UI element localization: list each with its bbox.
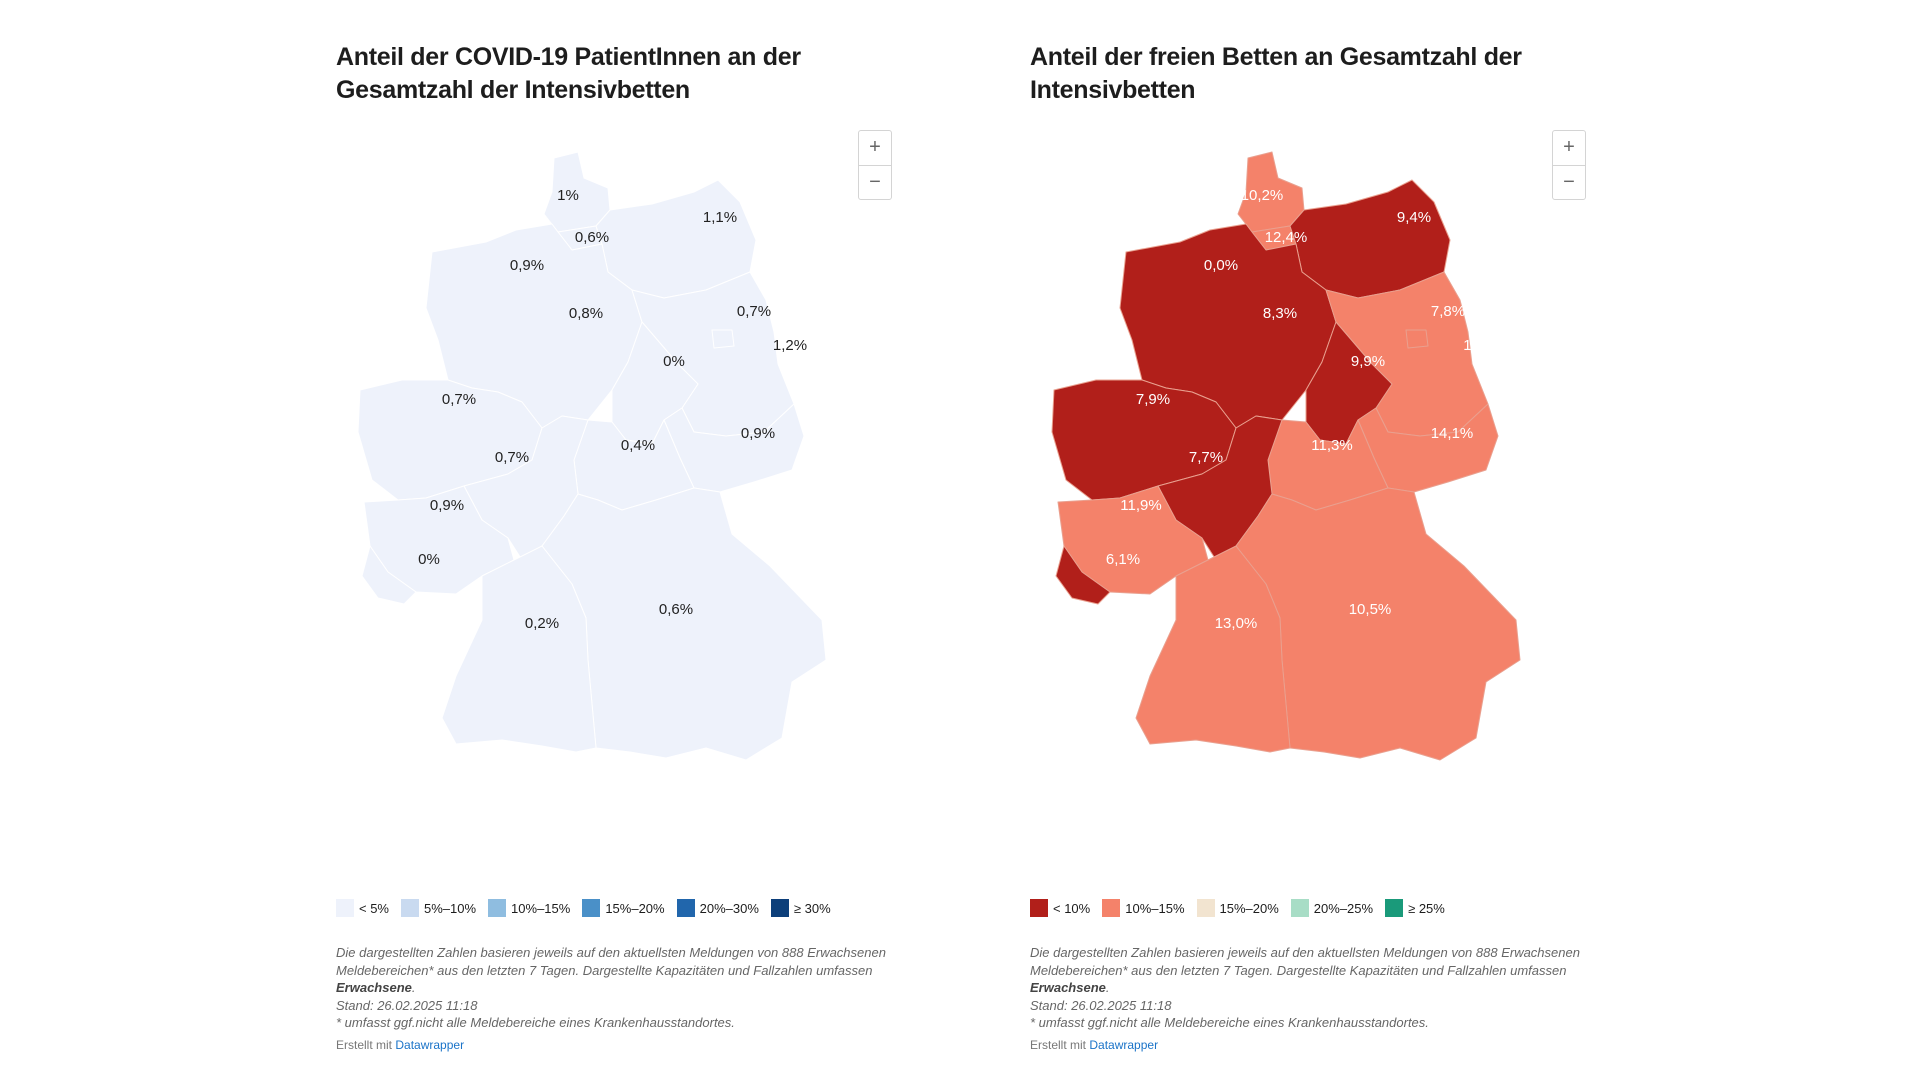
notes-footnote: * umfasst ggf.nicht alle Meldebereiche e… (336, 1015, 735, 1030)
legend-label: ≥ 25% (1408, 900, 1445, 916)
region-sl[interactable] (1055, 545, 1111, 605)
region-sl[interactable] (361, 545, 417, 605)
map-legend: < 5% 5%–10% 10%–15% 15%–20% 20%–30% ≥ 30% (336, 899, 831, 917)
region-label-st: 0% (663, 353, 685, 370)
legend-swatch (582, 899, 601, 917)
notes-stand: Stand: 26.02.2025 11:18 (1030, 997, 1172, 1013)
region-label-bw: 13,0% (1215, 615, 1258, 632)
legend-item: 20%–30% (676, 899, 759, 917)
datawrapper-link[interactable]: Datawrapper (395, 1038, 465, 1052)
legend-label: ≥ 30% (793, 900, 831, 916)
region-label-nw: 7,9% (1136, 391, 1170, 408)
map-legend: < 10% 10%–15% 15%–20% 20%–25% ≥ 25% (1030, 899, 1445, 917)
legend-item: 15%–20% (1196, 899, 1279, 917)
region-bw[interactable] (1135, 545, 1291, 753)
region-label-by: 10,5% (1349, 601, 1392, 618)
legend-item: < 5% (336, 899, 389, 917)
zoom-in-button[interactable]: + (1563, 136, 1575, 158)
legend-label: < 5% (359, 900, 389, 916)
legend-item: ≥ 30% (770, 899, 831, 917)
region-label-st: 9,9% (1351, 353, 1385, 370)
region-label-mv: 1,1% (703, 209, 737, 226)
region-label-bb: 7,8% (1431, 303, 1465, 320)
legend-item: 20%–25% (1290, 899, 1374, 917)
legend-label: 5%–10% (424, 900, 477, 916)
legend-item: 15%–20% (582, 899, 665, 917)
notes-stand: Stand: 26.02.2025 11:18 (336, 997, 478, 1013)
zoom-controls: + − (858, 130, 892, 200)
germany-map[interactable]: 1%0,6%1,1%0,9%0,8% 0,7%1,2%0%0,7%0,9%0,4%… (336, 110, 926, 890)
region-label-th: 0,4% (621, 437, 655, 454)
legend-label: 20%–30% (699, 900, 759, 916)
region-be[interactable] (711, 329, 735, 349)
region-label-th: 11,3% (1311, 437, 1352, 454)
region-label-ni: 8,3% (1263, 305, 1297, 322)
region-label-sn: 0,9% (741, 425, 775, 442)
credit-line: Erstellt mit Datawrapper (1030, 1038, 1159, 1052)
region-label-by: 0,6% (659, 601, 693, 618)
zoom-controls: + − (1552, 130, 1586, 200)
region-label-rp: 11,9% (1120, 497, 1161, 514)
legend-swatch (1030, 899, 1048, 917)
region-label-mv: 9,4% (1397, 209, 1431, 226)
legend-swatch (676, 899, 695, 917)
legend-item: ≥ 25% (1385, 899, 1445, 917)
region-label-bw: 0,2% (525, 615, 559, 632)
map-title: Anteil der COVID-19 PatientInnen an der … (336, 43, 801, 104)
legend-swatch (770, 899, 789, 917)
region-label-be: 1,2% (773, 337, 807, 354)
region-label-sl: 6,1% (1106, 551, 1140, 568)
notes-description: Die dargestellten Zahlen basieren jeweil… (336, 945, 886, 995)
region-label-sl: 0% (418, 551, 440, 568)
map-notes: Die dargestellten Zahlen basieren jeweil… (1030, 944, 1590, 1032)
region-bw[interactable] (441, 545, 597, 753)
map-notes: Die dargestellten Zahlen basieren jeweil… (336, 944, 896, 1032)
germany-map[interactable]: 10,2% 12,4% 9,4% 0,0% 8,3% 7,8% 11,7% 9,9% 7,9% 1… (1030, 110, 1620, 890)
region-label-hb: 0,0% (1204, 257, 1238, 274)
covid-share-panel: Anteil der COVID-19 PatientInnen an der … (336, 0, 926, 1080)
legend-label: 10%–15% (511, 900, 571, 916)
region-label-nw: 0,7% (442, 391, 476, 408)
region-label-sn: 14,1% (1431, 425, 1474, 442)
region-label-hb: 0,9% (510, 257, 544, 274)
datawrapper-link[interactable]: Datawrapper (1089, 1038, 1159, 1052)
region-label-ni: 0,8% (569, 305, 603, 322)
region-label-he: 0,7% (495, 449, 529, 466)
legend-label: 10%–15% (1125, 900, 1185, 916)
legend-item: < 10% (1030, 899, 1090, 917)
notes-description: Die dargestellten Zahlen basieren jeweil… (1030, 945, 1580, 995)
region-be[interactable] (1405, 329, 1429, 349)
zoom-out-button[interactable]: − (1553, 165, 1585, 200)
legend-swatch (488, 899, 507, 917)
legend-swatch (401, 899, 419, 917)
legend-item: 10%–15% (488, 899, 570, 917)
zoom-out-button[interactable]: − (859, 165, 891, 200)
map-title: Anteil der freien Betten an Gesamtzahl d… (1030, 43, 1522, 104)
legend-label: < 10% (1053, 900, 1091, 916)
region-label-rp: 0,9% (430, 497, 464, 514)
legend-item: 5%–10% (401, 899, 476, 917)
legend-item: 10%–15% (1102, 899, 1185, 917)
legend-label: 15%–20% (1219, 900, 1279, 916)
region-label-hh: 12,4% (1265, 229, 1308, 246)
region-label-sh: 10,2% (1241, 187, 1284, 204)
region-label-hh: 0,6% (575, 229, 609, 246)
legend-swatch (336, 899, 354, 917)
free-beds-panel: Anteil der freien Betten an Gesamtzahl d… (1030, 0, 1620, 1080)
legend-swatch (1102, 899, 1121, 917)
region-label-he: 7,7% (1189, 449, 1223, 466)
credit-line: Erstellt mit Datawrapper (336, 1038, 465, 1052)
legend-swatch (1290, 899, 1309, 917)
zoom-in-button[interactable]: + (869, 136, 881, 158)
notes-footnote: * umfasst ggf.nicht alle Meldebereiche e… (1030, 1015, 1429, 1030)
legend-label: 15%–20% (605, 900, 665, 916)
legend-swatch (1385, 899, 1404, 917)
legend-swatch (1196, 899, 1215, 917)
region-label-sh: 1% (557, 187, 579, 204)
legend-label: 20%–25% (1313, 900, 1374, 916)
region-label-be: 11,7% (1463, 337, 1504, 354)
region-label-bb: 0,7% (737, 303, 771, 320)
